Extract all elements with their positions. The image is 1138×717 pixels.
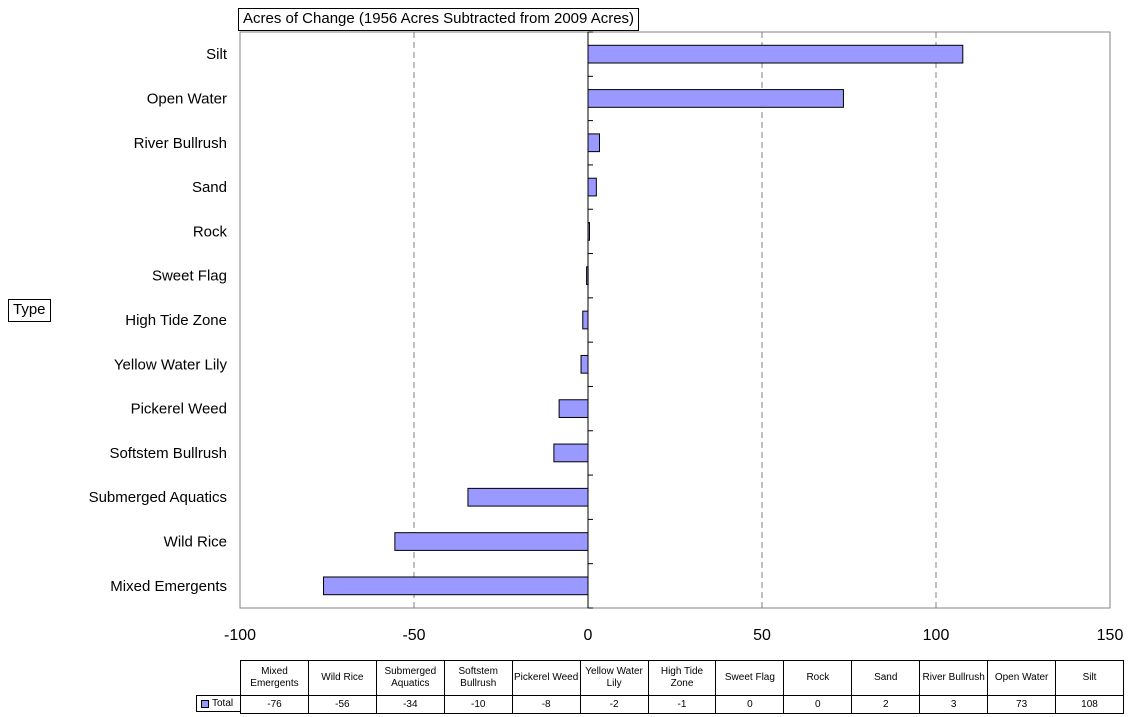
bar: [323, 576, 589, 596]
category-field-button[interactable]: Type: [8, 299, 51, 322]
category-label: River Bullrush: [134, 135, 227, 152]
table-value-cell: -8: [511, 695, 581, 714]
data-table: Mixed Emergents Wild Rice Submerged Aquati…: [240, 660, 1124, 714]
category-label: Softstem Bullrush: [109, 445, 227, 462]
series-name: Total: [212, 698, 234, 709]
category-label: Sweet Flag: [152, 268, 227, 285]
bar: [580, 354, 589, 374]
table-header-cell: Softstem Bullrush: [443, 660, 513, 696]
plot-area: [239, 31, 1111, 609]
category-label: Silt: [206, 46, 228, 63]
bar: [553, 443, 589, 463]
bar: [582, 310, 589, 330]
bar: [587, 89, 844, 108]
table-value-cell: -34: [375, 695, 445, 714]
table-header-cell: Mixed Emergents: [240, 660, 309, 696]
table-header-cell: Yellow Water Lily: [579, 660, 649, 696]
x-tick-label: 100: [923, 627, 950, 644]
table-header-cell: Open Water: [987, 660, 1057, 696]
table-value-cell: 0: [783, 695, 853, 714]
table-header-cell: Sand: [851, 660, 921, 696]
table-value-cell: -10: [443, 695, 513, 714]
table-value-cell: 73: [987, 695, 1057, 714]
category-label: Open Water: [147, 90, 227, 107]
category-label: Mixed Emergents: [110, 578, 227, 595]
table-value-cell: 2: [851, 695, 921, 714]
table-header-cell: Rock: [783, 660, 853, 696]
category-label: Yellow Water Lily: [114, 356, 228, 373]
x-tick-label: 150: [1097, 627, 1124, 644]
table-value-cell: -1: [647, 695, 717, 714]
table-header-cell: High Tide Zone: [647, 660, 717, 696]
table-header-cell: Silt: [1055, 660, 1124, 696]
x-tick-label: 0: [584, 627, 593, 644]
table-header-cell: River Bullrush: [919, 660, 989, 696]
table-value-cell: 108: [1055, 695, 1124, 714]
table-value-cell: -2: [579, 695, 649, 714]
x-tick-label: 50: [753, 627, 771, 644]
bar: [587, 133, 600, 153]
table-header-cell: Pickerel Weed: [511, 660, 581, 696]
table-header-cell: Sweet Flag: [715, 660, 785, 696]
bar: [587, 44, 964, 64]
bar: [394, 532, 589, 551]
bar: [558, 399, 589, 418]
table-header-cell: Submerged Aquatics: [375, 660, 445, 696]
x-tick-label: -100: [224, 627, 256, 644]
table-value-cell: 0: [715, 695, 785, 714]
category-label: Submerged Aquatics: [89, 489, 227, 506]
series-swatch: [201, 699, 209, 708]
bar: [467, 487, 589, 507]
bar: [587, 177, 597, 197]
table-value-cell: -56: [307, 695, 377, 714]
category-label: Wild Rice: [164, 534, 227, 551]
table-header-row: Mixed Emergents Wild Rice Submerged Aquati…: [240, 660, 1124, 696]
series-legend: Total: [196, 695, 240, 712]
table-header-cell: Wild Rice: [307, 660, 377, 696]
table-value-cell: -76: [240, 695, 309, 714]
x-tick-label: -50: [402, 627, 425, 644]
category-label: Sand: [192, 179, 227, 196]
table-row: -76 -56 -34 -10 -8 -2 -1 0 0 2 3 73 108: [240, 695, 1124, 714]
category-label: Rock: [193, 223, 228, 240]
category-label: Pickerel Weed: [131, 401, 227, 418]
chart-title[interactable]: Acres of Change (1956 Acres Subtracted f…: [238, 8, 640, 31]
category-label: High Tide Zone: [125, 312, 227, 329]
table-value-cell: 3: [919, 695, 989, 714]
